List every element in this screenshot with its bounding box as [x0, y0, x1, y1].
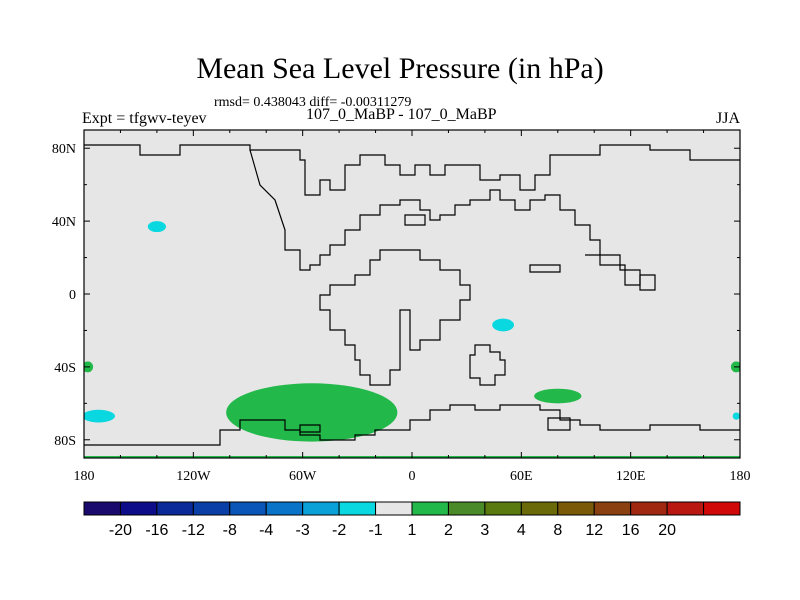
colorbar-swatch: [229, 501, 267, 516]
map-background: [84, 130, 740, 458]
colorbar-label: -20: [109, 522, 132, 539]
colorbar-label: 8: [553, 522, 562, 539]
colorbar-swatch: [265, 501, 304, 516]
colorbar-swatch: [703, 501, 741, 516]
colorbar-swatch: [375, 501, 413, 516]
colorbar-swatch: [666, 501, 705, 516]
colorbar-label: 1: [408, 522, 417, 539]
y-tick-label: 80S: [54, 434, 76, 449]
colorbar-swatch: [192, 501, 231, 516]
colorbar-swatch: [119, 501, 158, 516]
colorbar-label: -2: [332, 522, 346, 539]
anomaly-region-7: [732, 412, 740, 420]
coastline-africa: [469, 344, 506, 386]
x-tick-label: 60W: [289, 469, 317, 484]
colorbar-swatch: [557, 501, 595, 516]
coastlines: [84, 144, 740, 446]
anomaly-region-1: [147, 221, 166, 233]
coastline-south-america: [319, 249, 471, 386]
stats-text: rmsd= 0.438043 diff= -0.00311279: [214, 95, 412, 110]
colorbar-label: 12: [585, 522, 603, 539]
colorbar-label: 16: [622, 522, 640, 539]
colorbar-label: -3: [296, 522, 310, 539]
x-tick-label: 120W: [176, 469, 211, 484]
season-label: JJA: [716, 110, 741, 127]
case-label: 107_0_MaBP - 107_0_MaBP: [306, 106, 497, 123]
coastline-north: [84, 144, 740, 196]
colorbar-swatch: [447, 501, 486, 516]
colorbar-label: 20: [658, 522, 676, 539]
x-tick-label: 60E: [510, 469, 533, 484]
colorbar-swatch: [302, 501, 340, 516]
colorbar-swatch: [338, 501, 377, 516]
chart-title: Mean Sea Level Pressure (in hPa): [196, 52, 604, 85]
coastline-island-3: [404, 214, 426, 226]
anomaly-region-2: [84, 409, 115, 423]
colorbar-label: 4: [517, 522, 526, 539]
x-tick-label: 0: [409, 469, 416, 484]
colorbar-swatch: [520, 501, 559, 516]
colorbar-swatch: [593, 501, 632, 516]
anomaly-region-5: [534, 388, 582, 404]
y-tick-label: 40S: [54, 361, 76, 376]
colorbar-swatch: [630, 501, 668, 516]
y-tick-label: 0: [69, 288, 76, 303]
anomaly-region-8: [226, 383, 398, 442]
colorbar-label: -12: [182, 522, 205, 539]
coastline-island-4: [529, 264, 561, 273]
x-tick-label: 120E: [616, 469, 646, 484]
colorbar-swatch: [156, 501, 194, 516]
colorbar: -20 -16 -12 -8 -4 -3 -2 -1 1 2 3 4 8 12 16 20: [83, 501, 741, 539]
coastline-north-america: [249, 149, 656, 291]
colorbar-label: -16: [145, 522, 168, 539]
y-tick-label: 80N: [52, 142, 76, 157]
coastline-island-2: [547, 417, 571, 431]
colorbar-label: 2: [444, 522, 453, 539]
x-tick-label: 180: [730, 469, 751, 484]
colorbar-swatch: [484, 501, 522, 516]
coastline-island-1: [299, 424, 321, 433]
colorbar-label: -8: [223, 522, 237, 539]
colorbar-label: 3: [480, 522, 489, 539]
axis-ticks: 180 120W 60W 0 60E 120E 180 80N 40N 0 40S 80S: [52, 130, 751, 484]
coastline-antarctic-margin: [84, 404, 740, 446]
colorbar-label: -4: [259, 522, 273, 539]
colorbar-swatch: [411, 501, 449, 516]
coastline-asia-east: [585, 254, 641, 286]
colorbar-swatch: [83, 501, 121, 516]
colorbar-label: -1: [368, 522, 382, 539]
x-tick-label: 180: [74, 469, 95, 484]
y-tick-label: 40N: [52, 215, 76, 230]
anomaly-region-4: [492, 318, 515, 332]
experiment-label: Expt = tfgwv-teyev: [82, 110, 207, 127]
